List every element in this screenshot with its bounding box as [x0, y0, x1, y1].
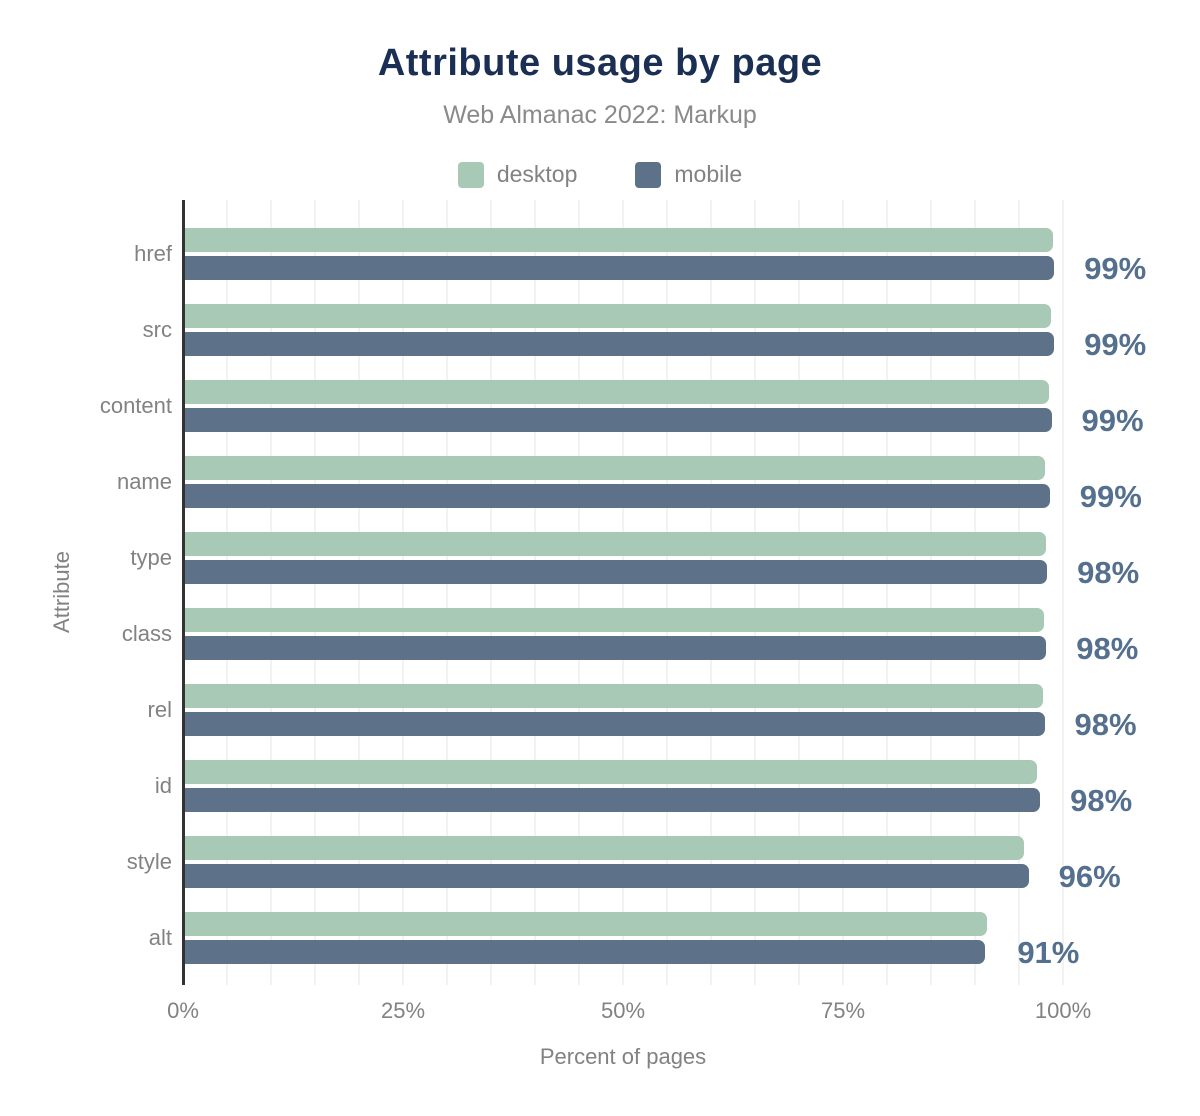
category-label-src: src — [142, 317, 172, 342]
gridline-90pct — [974, 200, 976, 985]
value-label-name: 99% — [1079, 479, 1142, 514]
gridline-70pct — [798, 200, 800, 985]
x-tick-0%: 0% — [167, 998, 199, 1023]
bar-mobile-style — [185, 864, 1029, 888]
gridline-65pct — [754, 200, 756, 985]
legend-swatch-desktop — [457, 161, 484, 188]
value-label-class: 98% — [1076, 631, 1139, 666]
category-label-name: name — [116, 469, 172, 494]
plot-area — [182, 200, 1064, 985]
gridline-80pct — [886, 200, 888, 985]
value-label-style: 96% — [1058, 859, 1121, 894]
gridline-30pct — [446, 200, 448, 985]
value-label-rel: 98% — [1074, 707, 1137, 742]
legend-label-mobile: mobile — [674, 161, 743, 187]
bar-desktop-content — [185, 380, 1049, 404]
bar-desktop-alt — [185, 912, 988, 936]
bar-desktop-rel — [185, 684, 1043, 708]
category-label-type: type — [130, 545, 172, 570]
category-label-id: id — [154, 773, 172, 798]
gridline-85pct — [930, 200, 932, 985]
bar-mobile-class — [185, 636, 1047, 660]
gridline-95pct — [1018, 200, 1020, 985]
bar-mobile-alt — [185, 940, 985, 964]
bar-desktop-style — [185, 836, 1025, 860]
gridline-75pct — [842, 200, 844, 985]
legend-label-desktop: desktop — [496, 161, 578, 187]
category-label-alt: alt — [148, 925, 172, 950]
gridline-5pct — [226, 200, 228, 985]
category-label-style: style — [126, 849, 172, 874]
bar-mobile-src — [185, 332, 1055, 356]
category-label-class: class — [121, 621, 172, 646]
value-label-src: 99% — [1084, 327, 1147, 362]
gridline-20pct — [358, 200, 360, 985]
gridline-60pct — [710, 200, 712, 985]
bar-mobile-name — [185, 484, 1050, 508]
value-label-id: 98% — [1070, 783, 1133, 818]
category-label-rel: rel — [147, 697, 172, 722]
bar-desktop-src — [185, 304, 1051, 328]
category-label-content: content — [99, 393, 172, 418]
chart-title: Attribute usage by page — [377, 42, 823, 84]
x-axis-title: Percent of pages — [539, 1044, 707, 1069]
x-tick-25%: 25% — [380, 998, 426, 1023]
bar-mobile-content — [185, 408, 1052, 432]
bar-desktop-name — [185, 456, 1046, 480]
x-tick-100%: 100% — [1034, 998, 1092, 1023]
value-label-href: 99% — [1084, 251, 1147, 286]
y-axis-line — [182, 200, 185, 985]
legend-swatch-mobile — [635, 161, 662, 188]
x-tick-75%: 75% — [820, 998, 866, 1023]
chart-subtitle: Web Almanac 2022: Markup — [443, 101, 757, 129]
legend-item-mobile: mobile — [635, 161, 742, 188]
category-label-href: href — [134, 241, 172, 266]
bar-desktop-type — [185, 532, 1047, 556]
bar-desktop-href — [185, 228, 1054, 252]
bar-desktop-class — [185, 608, 1044, 632]
gridline-100pct — [1062, 200, 1064, 985]
gridline-35pct — [490, 200, 492, 985]
gridline-45pct — [578, 200, 580, 985]
gridline-10pct — [270, 200, 272, 985]
gridline-25pct — [402, 200, 404, 985]
legend: desktop mobile — [0, 161, 1200, 188]
value-label-type: 98% — [1077, 555, 1140, 590]
bar-mobile-type — [185, 560, 1048, 584]
bar-mobile-href — [185, 256, 1055, 280]
value-label-content: 99% — [1081, 403, 1144, 438]
bar-mobile-id — [185, 788, 1041, 812]
bar-mobile-rel — [185, 712, 1045, 736]
gridline-50pct — [622, 200, 624, 985]
value-label-alt: 91% — [1017, 935, 1080, 970]
bar-desktop-id — [185, 760, 1038, 784]
x-tick-50%: 50% — [600, 998, 646, 1023]
gridline-15pct — [314, 200, 316, 985]
gridline-40pct — [534, 200, 536, 985]
gridline-55pct — [666, 200, 668, 985]
legend-item-desktop: desktop — [457, 161, 578, 188]
